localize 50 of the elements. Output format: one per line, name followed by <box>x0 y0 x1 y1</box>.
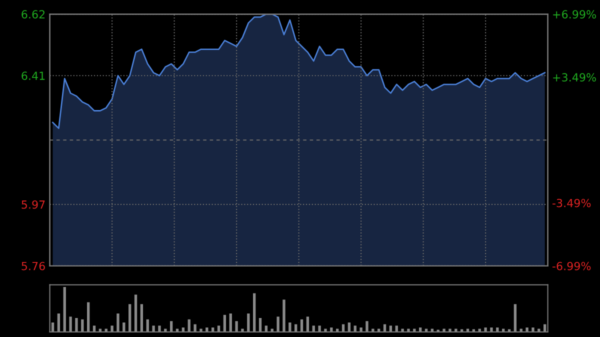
bar <box>194 324 196 332</box>
bar <box>158 326 161 332</box>
bar <box>140 304 144 332</box>
y-tick-label: 6.41 <box>22 72 45 80</box>
bar <box>92 326 96 332</box>
bar <box>532 327 534 332</box>
bar <box>229 314 232 332</box>
bar <box>81 319 84 332</box>
bar <box>146 319 149 332</box>
bar <box>514 304 517 332</box>
bar <box>75 318 78 332</box>
bar <box>276 316 280 332</box>
bar <box>152 326 155 332</box>
bar <box>395 326 398 332</box>
bar <box>128 304 132 332</box>
bar <box>354 326 356 332</box>
bar <box>264 326 268 332</box>
y2-tick-label: -6.99% <box>552 262 591 270</box>
bar <box>134 294 138 332</box>
bar <box>253 293 256 332</box>
bar <box>188 319 190 332</box>
bar <box>526 327 528 332</box>
y2-tick-label: +6.99% <box>553 10 596 19</box>
bar <box>360 327 362 332</box>
bar <box>235 321 238 332</box>
bar <box>389 326 392 332</box>
bar <box>87 302 90 332</box>
bar <box>57 314 60 332</box>
bar <box>318 326 321 332</box>
bar <box>484 327 487 332</box>
bar <box>247 314 250 332</box>
y2-tick-label: -3.49% <box>552 198 591 208</box>
y-tick-label: 5.76 <box>22 262 45 270</box>
bar <box>116 314 120 332</box>
bar <box>110 326 114 332</box>
y2-tick-label: +3.49% <box>553 73 596 82</box>
bar <box>490 327 493 332</box>
bar <box>282 300 286 332</box>
bar <box>170 321 173 332</box>
bar <box>258 318 262 332</box>
bar <box>300 319 304 332</box>
bar <box>217 326 220 332</box>
y-tick-label: 6.62 <box>22 10 45 19</box>
bar <box>69 316 72 332</box>
bar <box>223 314 226 332</box>
y-tick-label: 5.97 <box>22 200 45 209</box>
bar <box>312 326 315 332</box>
bar <box>306 316 310 332</box>
bar <box>366 321 368 332</box>
bar <box>63 287 66 332</box>
